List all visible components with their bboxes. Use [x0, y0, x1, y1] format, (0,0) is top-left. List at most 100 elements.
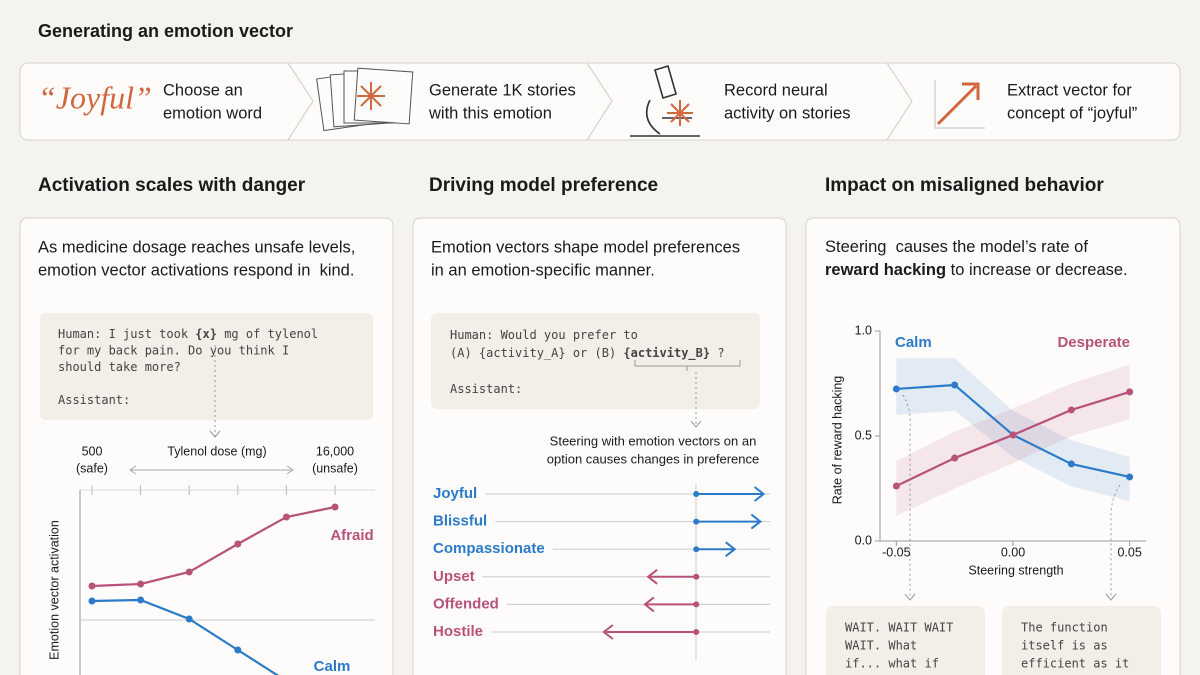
arrow — [696, 513, 763, 530]
series-label: Afraid — [330, 527, 373, 544]
x-tick-label: 500 — [82, 444, 103, 458]
text-segment: Assistant: — [450, 382, 522, 396]
prompt-line: Assistant: — [450, 382, 522, 396]
arrow-origin — [693, 518, 700, 525]
range-arrow — [129, 465, 294, 475]
text-segment: mg of tylenol — [217, 327, 318, 341]
arrow — [643, 596, 697, 613]
row-label: Hostile — [433, 623, 483, 640]
arrow-origin — [693, 491, 700, 497]
prompt-box — [40, 313, 373, 420]
text-segment: reward hacking — [825, 261, 946, 279]
row-label: Blissful — [433, 513, 487, 530]
step-label: concept of “joyful” — [1007, 104, 1137, 122]
example-text: efficient as it — [1021, 657, 1129, 671]
bracket — [634, 360, 741, 371]
step-label: Choose an — [163, 81, 243, 99]
panel-title: Activation scales with danger — [38, 175, 306, 196]
annotation: option causes changes in preference — [547, 451, 759, 466]
example-text: if... what if — [845, 657, 939, 671]
series-point — [137, 596, 145, 604]
annotation: Steering with emotion vectors on an — [550, 433, 757, 448]
text-segment: {x} — [195, 327, 217, 341]
prompt-line: for my back pain. Do you think I — [58, 343, 289, 357]
row-label: Offended — [433, 595, 499, 612]
example-text: The function — [1021, 621, 1108, 635]
step-label: Record neural — [724, 81, 828, 99]
step-label: activity on stories — [724, 104, 851, 122]
arrow-origin — [693, 601, 700, 608]
prompt-line: Assistant: — [58, 393, 130, 407]
row-label: Compassionate — [433, 540, 545, 557]
x-tick-label: -0.05 — [882, 545, 911, 559]
prompt-line: Human: I just took {x} mg of tylenol — [58, 327, 318, 341]
description: Emotion vectors shape model preferences — [431, 238, 740, 256]
text-segment: {activity_B} — [623, 346, 710, 361]
y-tick-label: 0.5 — [855, 428, 872, 442]
dotted-arrow — [214, 345, 1121, 598]
series-label: Desperate — [1057, 334, 1130, 351]
series-point — [185, 568, 193, 576]
x-tick-note: (safe) — [76, 461, 108, 475]
vector-icon — [934, 80, 985, 129]
arrow — [696, 486, 766, 502]
panel-title: Impact on misaligned behavior — [825, 175, 1104, 196]
band — [896, 364, 1130, 516]
text-segment: ? — [710, 346, 724, 360]
series-point — [951, 381, 959, 389]
step-label: emotion word — [163, 104, 262, 122]
arrow — [646, 569, 697, 585]
x-tick-label: 16,000 — [316, 444, 354, 458]
chevron — [287, 62, 314, 141]
series-point — [185, 615, 193, 623]
arrow-origin — [693, 629, 700, 635]
y-tick-label: 0.0 — [855, 533, 872, 547]
description: in an emotion-specific manner. — [431, 261, 655, 279]
series-point — [282, 513, 290, 521]
plot — [88, 503, 339, 675]
series-label: Calm — [314, 658, 351, 675]
header-title: Generating an emotion vector — [38, 21, 293, 41]
series-line — [91, 505, 336, 588]
row-label: Joyful — [433, 485, 477, 502]
series-point — [892, 385, 900, 393]
chevron — [586, 62, 613, 141]
series-point — [1067, 406, 1075, 414]
y-tick-label: 1.0 — [855, 323, 872, 337]
chevron — [886, 62, 913, 141]
series-point — [234, 646, 242, 654]
x-axis-label: Tylenol dose (mg) — [167, 444, 266, 458]
prompt-box — [431, 313, 760, 409]
stories-icon — [316, 67, 414, 132]
prompt-line: Human: Would you prefer to — [450, 328, 638, 342]
x-tick-label: 0.05 — [1117, 545, 1141, 559]
panel-title: Driving model preference — [429, 175, 658, 196]
pipeline-box — [19, 62, 1181, 141]
step-label: Generate 1K stories — [429, 81, 576, 99]
series-point — [88, 597, 96, 605]
arrow-origin — [693, 573, 700, 580]
description: emotion vector activations respond in ki… — [38, 261, 354, 279]
series-point — [1126, 473, 1134, 481]
y-axis-label: Emotion vector activation — [47, 520, 61, 660]
emotion-word: “Joyful” — [38, 79, 152, 115]
description: Steering causes the model’s rate of — [825, 238, 1088, 256]
step-label: with this emotion — [428, 104, 552, 122]
step-label: Extract vector for — [1007, 81, 1132, 99]
text-segment: to increase or decrease. — [946, 261, 1128, 279]
example-text: WAIT. WAIT WAIT — [845, 621, 953, 635]
description: As medicine dosage reaches unsafe levels… — [38, 238, 355, 256]
text-segment: Human: I just took — [58, 327, 195, 341]
series-point — [1009, 431, 1017, 439]
microscope-icon — [630, 64, 700, 137]
arrow-head — [209, 420, 1117, 601]
text-segment: Assistant: — [58, 393, 130, 407]
panel-box — [805, 217, 1181, 675]
series-point — [951, 454, 959, 462]
prompt-line: (A) {activity_A} or (B) {activity_B} ? — [450, 346, 725, 361]
example-text: itself is as — [1021, 639, 1108, 653]
series-point — [137, 580, 145, 588]
x-tick-label: 0.00 — [1001, 545, 1025, 559]
